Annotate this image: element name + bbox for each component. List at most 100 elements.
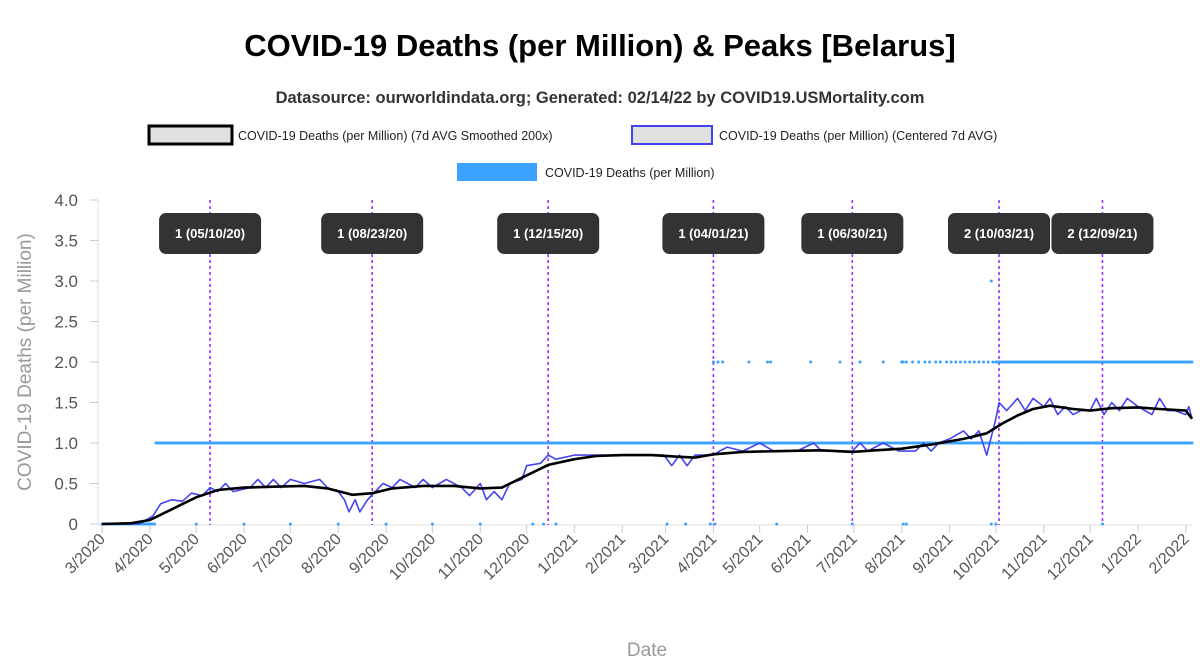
x-tick-label: 8/2020 bbox=[298, 531, 345, 578]
daily-point bbox=[838, 360, 842, 364]
peak-label-text: 1 (05/10/20) bbox=[175, 226, 245, 241]
x-tick-label: 5/2020 bbox=[156, 531, 203, 578]
line-series bbox=[101, 397, 1194, 526]
series-smoothed-line bbox=[101, 404, 1194, 526]
daily-point bbox=[982, 360, 986, 364]
daily-point bbox=[911, 360, 915, 364]
peak-label-box bbox=[1051, 213, 1154, 254]
daily-point bbox=[708, 522, 712, 526]
daily-point bbox=[954, 360, 958, 364]
daily-point bbox=[152, 522, 156, 526]
y-axis-ticks: 0 0.5 1.0 1.5 2.0 2.5 3.0 3.5 4.0 bbox=[54, 191, 98, 534]
daily-point bbox=[478, 522, 482, 526]
daily-point bbox=[336, 522, 340, 526]
daily-point bbox=[769, 360, 773, 364]
y-tick-label: 1.5 bbox=[54, 394, 78, 413]
x-tick-label: 4/2020 bbox=[110, 531, 157, 578]
legend-swatch-smoothed bbox=[147, 124, 234, 146]
daily-point bbox=[928, 360, 932, 364]
chart-subtitle: Datasource: ourworldindata.org; Generate… bbox=[276, 89, 925, 107]
daily-point bbox=[765, 360, 769, 364]
daily-point bbox=[958, 360, 962, 364]
x-tick-label: 2/2022 bbox=[1146, 531, 1193, 578]
x-axis-ticks: 3/2020 4/2020 5/2020 6/2020 7/2020 8/2020 9/20… bbox=[62, 525, 1193, 584]
daily-point bbox=[917, 360, 921, 364]
x-tick-label: 3/2021 bbox=[626, 531, 673, 578]
y-tick-label: 3.0 bbox=[54, 272, 78, 291]
daily-point bbox=[972, 360, 976, 364]
daily-point bbox=[713, 522, 717, 526]
daily-point bbox=[775, 522, 779, 526]
daily-point bbox=[923, 360, 927, 364]
daily-point bbox=[977, 360, 981, 364]
peak-label: 1 (12/15/20) bbox=[497, 213, 600, 254]
daily-point bbox=[1190, 441, 1194, 445]
x-tick-label: 7/2020 bbox=[251, 531, 298, 578]
x-tick-label: 9/2021 bbox=[910, 531, 957, 578]
daily-point bbox=[684, 522, 688, 526]
peak-labels: 1 (05/10/20) 1 (08/23/20) 1 (12/15/20) 1 (0… bbox=[159, 213, 1154, 254]
series-centered-7d-line bbox=[102, 397, 1193, 525]
legend-label-smoothed: COVID-19 Deaths (per Million) (7d AVG Sm… bbox=[238, 129, 552, 143]
y-tick-label: 0 bbox=[69, 515, 78, 534]
daily-point bbox=[384, 522, 388, 526]
peak-label-text: 2 (10/03/21) bbox=[964, 226, 1034, 241]
x-tick-label: 5/2021 bbox=[720, 531, 767, 578]
peak-lines bbox=[209, 200, 1104, 525]
x-tick-label: 12/2021 bbox=[1044, 531, 1097, 584]
series-daily bbox=[100, 279, 1194, 526]
daily-point bbox=[901, 522, 905, 526]
daily-point bbox=[194, 522, 198, 526]
daily-point bbox=[968, 360, 972, 364]
peak-label: 1 (05/10/20) bbox=[159, 213, 262, 254]
peak-label-text: 1 (08/23/20) bbox=[337, 226, 407, 241]
x-tick-label: 11/2021 bbox=[999, 531, 1051, 583]
peak-label: 1 (06/30/21) bbox=[801, 213, 904, 254]
x-tick-label: 10/2021 bbox=[950, 531, 1003, 584]
peak-label-box bbox=[321, 213, 424, 254]
legend-label-daily: COVID-19 Deaths (per Million) bbox=[545, 166, 715, 180]
daily-point bbox=[989, 279, 993, 283]
peak-label-box bbox=[662, 213, 765, 254]
y-tick-label: 3.5 bbox=[54, 232, 78, 251]
peak-label-text: 1 (06/30/21) bbox=[817, 226, 887, 241]
daily-point bbox=[938, 360, 942, 364]
daily-point bbox=[991, 360, 995, 364]
peak-label-box bbox=[948, 213, 1051, 254]
x-tick-label: 10/2020 bbox=[386, 531, 439, 584]
x-tick-label: 6/2020 bbox=[204, 531, 251, 578]
daily-point bbox=[747, 360, 751, 364]
daily-point bbox=[531, 522, 535, 526]
daily-point bbox=[994, 522, 998, 526]
daily-point bbox=[288, 522, 292, 526]
daily-point bbox=[904, 522, 908, 526]
x-axis-title: Date bbox=[627, 640, 667, 661]
x-tick-label: 3/2020 bbox=[62, 531, 109, 578]
x-tick-label: 4/2021 bbox=[674, 531, 721, 578]
daily-point bbox=[881, 360, 885, 364]
x-tick-label: 8/2021 bbox=[862, 531, 909, 578]
daily-point bbox=[542, 522, 546, 526]
peak-label-box bbox=[801, 213, 904, 254]
peak-label: 1 (04/01/21) bbox=[662, 213, 765, 254]
daily-point bbox=[716, 360, 720, 364]
y-tick-label: 4.0 bbox=[54, 191, 78, 210]
peak-label-text: 1 (12/15/20) bbox=[513, 226, 583, 241]
daily-point bbox=[1190, 360, 1194, 364]
daily-point bbox=[934, 360, 938, 364]
daily-point bbox=[963, 360, 967, 364]
daily-point bbox=[430, 522, 434, 526]
daily-point bbox=[949, 360, 953, 364]
daily-point bbox=[554, 522, 558, 526]
x-tick-label: 12/2020 bbox=[480, 531, 533, 584]
y-tick-label: 2.5 bbox=[54, 313, 78, 332]
y-tick-label: 0.5 bbox=[54, 475, 78, 494]
legend-label-centered: COVID-19 Deaths (per Million) (Centered … bbox=[719, 129, 997, 143]
peak-label-box bbox=[159, 213, 262, 254]
y-tick-label: 1.0 bbox=[54, 434, 78, 453]
peak-label: 1 (08/23/20) bbox=[321, 213, 424, 254]
daily-point bbox=[850, 522, 854, 526]
peak-label: 2 (10/03/21) bbox=[948, 213, 1051, 254]
x-tick-label: 9/2020 bbox=[346, 531, 393, 578]
